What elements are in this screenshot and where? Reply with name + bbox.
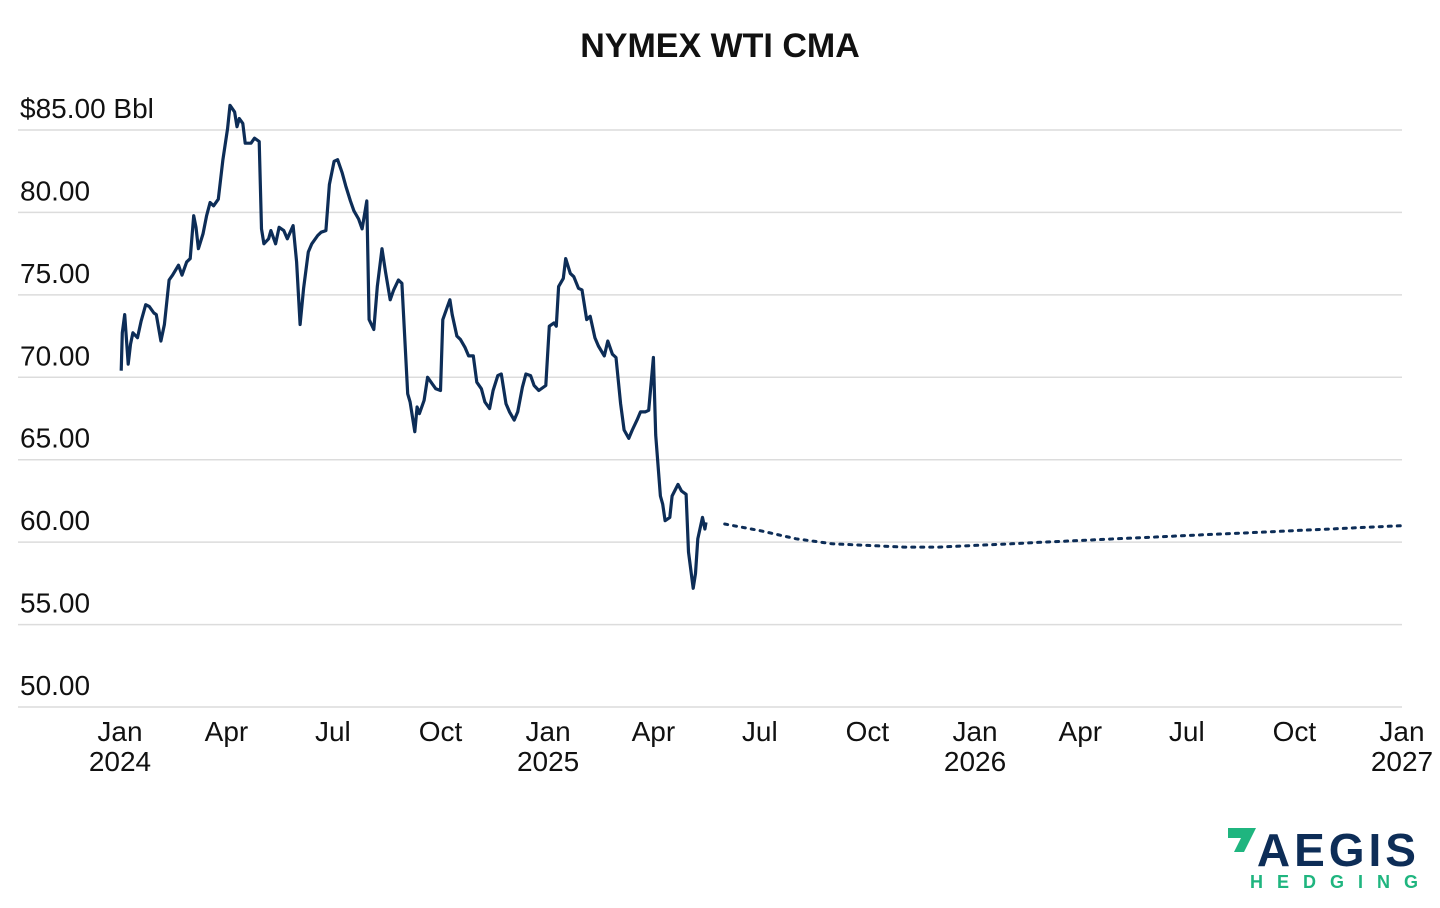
chart-title: NYMEX WTI CMA <box>580 27 860 65</box>
y-tick-label: 50.00 <box>20 670 90 701</box>
x-tick-label: Apr <box>205 716 249 747</box>
series-lines <box>119 103 1404 590</box>
price-history-line <box>119 103 708 590</box>
x-tick-label: Oct <box>846 716 890 747</box>
y-tick-label: $85.00 Bbl <box>20 93 154 124</box>
x-tick-label: Apr <box>1059 716 1103 747</box>
y-tick-label: 55.00 <box>20 588 90 619</box>
x-tick-year-label: 2025 <box>517 746 579 777</box>
x-tick-label: Jul <box>742 716 778 747</box>
x-tick-label: Jul <box>1169 716 1205 747</box>
y-axis-tick-labels: $85.00 Bbl 80.00 75.00 70.00 65.00 60.00 55.00… <box>20 93 154 701</box>
logo-mark-icon <box>1228 828 1256 852</box>
forward-curve-line <box>723 522 1404 549</box>
logo-subtitle: HEDGING <box>1250 872 1432 892</box>
y-tick-label: 65.00 <box>20 423 90 454</box>
x-tick-label: Jan <box>1379 716 1424 747</box>
x-tick-label: Jan <box>526 716 571 747</box>
x-tick-year-label: 2026 <box>944 746 1006 777</box>
x-tick-label: Jul <box>315 716 351 747</box>
x-tick-label: Jan <box>97 716 142 747</box>
x-tick-year-label: 2024 <box>89 746 151 777</box>
logo-word: AEGIS <box>1257 824 1420 876</box>
x-tick-label: Apr <box>632 716 676 747</box>
x-tick-label: Jan <box>952 716 997 747</box>
y-tick-label: 70.00 <box>20 340 90 371</box>
y-tick-label: 60.00 <box>20 505 90 536</box>
y-tick-label: 75.00 <box>20 258 90 289</box>
x-tick-label: Oct <box>1273 716 1317 747</box>
aegis-hedging-logo: AEGIS HEDGING <box>1228 824 1432 892</box>
x-tick-year-label: 2027 <box>1371 746 1433 777</box>
y-tick-label: 80.00 <box>20 175 90 206</box>
grid-lines <box>18 129 1402 708</box>
x-tick-label: Oct <box>419 716 463 747</box>
